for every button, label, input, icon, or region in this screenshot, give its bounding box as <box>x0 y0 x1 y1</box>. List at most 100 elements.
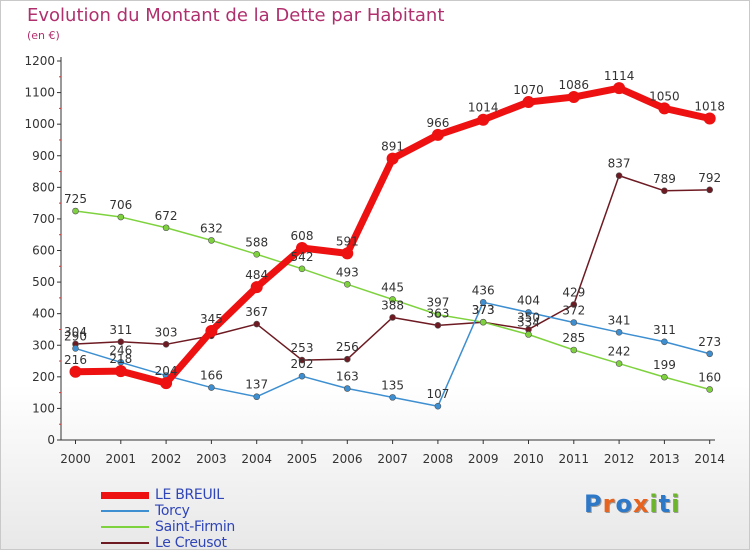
data-point <box>661 187 668 195</box>
data-label: 591 <box>336 234 359 248</box>
data-label: 1050 <box>649 89 680 103</box>
data-point <box>343 385 351 392</box>
y-tick-label: 600 <box>32 244 55 258</box>
data-point <box>298 265 306 273</box>
data-label: 608 <box>291 229 314 243</box>
y-tick-label: 1000 <box>24 117 55 131</box>
data-label: 246 <box>109 343 132 357</box>
data-point <box>661 373 668 381</box>
data-point <box>389 394 396 401</box>
legend-swatch <box>101 510 149 512</box>
proxiti-logo: Proxiti <box>584 490 680 518</box>
y-tick-label: 500 <box>32 275 55 289</box>
logo-letter: t <box>658 490 672 518</box>
data-point <box>160 377 173 390</box>
legend-swatch <box>101 542 149 544</box>
legend-label: LE BREUIL <box>155 487 224 503</box>
y-tick-label: 200 <box>32 370 55 384</box>
logo-letter: x <box>632 490 650 518</box>
logo-letter: P <box>584 490 603 518</box>
data-label: 273 <box>698 335 721 349</box>
data-point <box>479 318 487 326</box>
data-point <box>117 213 125 221</box>
y-tick-label: 1200 <box>24 54 55 68</box>
data-point <box>570 319 578 326</box>
data-point <box>117 338 125 346</box>
data-label: 1018 <box>694 99 725 113</box>
data-label: 404 <box>517 293 540 307</box>
data-label: 372 <box>562 304 585 318</box>
y-tick-label: 300 <box>32 338 55 352</box>
data-point <box>706 386 714 393</box>
data-point <box>477 113 490 126</box>
data-point <box>434 322 442 329</box>
data-label: 789 <box>653 172 676 186</box>
x-tick-label: 2008 <box>423 452 454 466</box>
legend-label: Torcy <box>155 503 190 519</box>
data-label: 202 <box>291 357 314 371</box>
data-point <box>522 96 535 109</box>
x-tick-label: 2002 <box>151 452 182 466</box>
data-point <box>162 224 170 232</box>
data-point <box>570 346 578 354</box>
data-label: 429 <box>562 286 585 300</box>
data-label: 632 <box>200 221 223 235</box>
data-label: 216 <box>64 353 87 367</box>
data-label: 837 <box>608 157 631 171</box>
data-label: 199 <box>653 358 676 372</box>
x-tick-label: 2007 <box>377 452 408 466</box>
data-label: 484 <box>245 268 268 282</box>
data-label: 341 <box>608 313 631 327</box>
x-tick-label: 2009 <box>468 452 499 466</box>
data-point <box>386 152 399 165</box>
data-point <box>658 102 671 115</box>
data-point <box>72 345 79 352</box>
data-label: 242 <box>608 345 631 359</box>
data-label: 204 <box>155 364 178 378</box>
x-tick-label: 2003 <box>196 452 227 466</box>
legend-item: LE BREUIL <box>101 487 301 503</box>
data-point <box>298 356 306 364</box>
x-tick-label: 2005 <box>287 452 318 466</box>
data-label: 373 <box>472 303 495 317</box>
data-point <box>343 355 351 363</box>
data-point <box>434 311 442 318</box>
data-label: 1070 <box>513 83 544 97</box>
data-point <box>525 309 532 316</box>
data-point <box>389 296 396 303</box>
data-label: 311 <box>653 323 676 337</box>
x-tick-label: 2014 <box>694 452 725 466</box>
legend-item: Le Creusot <box>101 535 301 551</box>
data-point <box>343 280 351 288</box>
data-label: 311 <box>109 323 132 337</box>
data-label: 350 <box>517 310 540 324</box>
data-label: 345 <box>200 312 223 326</box>
data-point <box>296 241 308 254</box>
data-point <box>615 172 623 179</box>
data-point <box>567 91 580 104</box>
data-label: 493 <box>336 265 359 279</box>
y-tick-label: 700 <box>32 212 55 226</box>
legend-swatch <box>101 526 149 528</box>
data-label: 285 <box>562 331 585 345</box>
data-point <box>250 281 263 294</box>
data-label: 397 <box>426 296 449 310</box>
data-label: 542 <box>291 250 314 264</box>
data-label: 1086 <box>559 78 590 92</box>
data-label: 1114 <box>604 69 635 83</box>
data-label: 966 <box>426 116 449 130</box>
y-tick-label: 1100 <box>24 86 55 100</box>
data-label: 891 <box>381 140 404 154</box>
data-point <box>253 320 260 328</box>
data-point <box>479 298 487 306</box>
data-point <box>706 350 714 358</box>
data-point <box>615 329 623 336</box>
data-point <box>703 112 716 125</box>
x-tick-label: 2013 <box>649 452 680 466</box>
data-point <box>208 237 215 244</box>
data-label: 445 <box>381 280 404 294</box>
data-label: 304 <box>64 325 87 339</box>
data-label: 436 <box>472 283 495 297</box>
data-label: 135 <box>381 378 404 392</box>
